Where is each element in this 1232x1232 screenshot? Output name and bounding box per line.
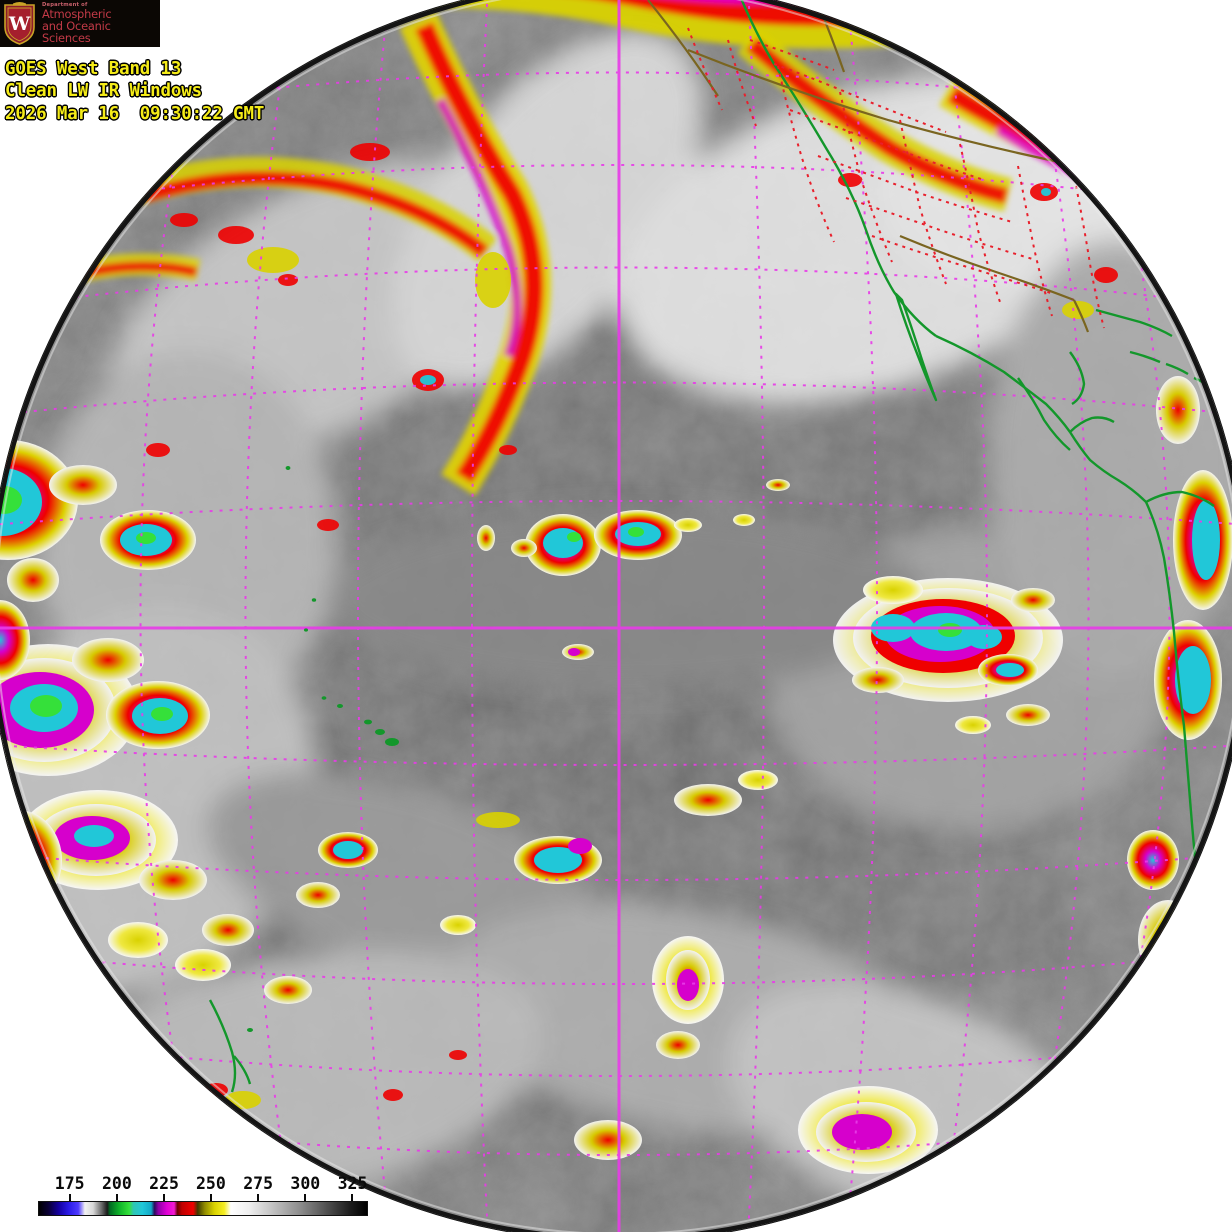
colorbar-tick-250 [209,1194,212,1201]
colorbar-tick-labels: 175 200 225 250 275 300 325 [38,1174,368,1194]
image-annotation-block: GOES West Band 13 Clean LW IR Windows 20… [5,58,264,125]
colorbar-label-250: 250 [196,1174,226,1193]
annotation-satellite-band: GOES West Band 13 [5,59,182,79]
uw-madison-crest-icon: W [1,1,38,46]
logo-line-oceanic: and Oceanic Sciences [42,19,111,45]
colorbar-label-175: 175 [54,1174,85,1193]
colorbar-gradient-fill [39,1202,367,1215]
svg-text:W: W [8,13,31,35]
colorbar-tick-175 [68,1194,71,1201]
colorbar-tick-275 [257,1194,260,1201]
colorbar-tick-200 [115,1194,118,1201]
logo-line-atmospheric: Atmospheric [42,6,112,21]
colorbar-tick-marks [38,1194,368,1201]
annotation-channel-name: Clean LW IR Windows [5,81,203,102]
uw-aos-logo-banner: W Department of Atmospheric and Oceanic … [0,0,160,47]
colorbar-label-275: 275 [243,1174,274,1193]
logo-department-prefix: Department of [42,1,88,8]
colorbar-label-300: 300 [290,1174,321,1193]
colorbar-tick-325 [351,1194,354,1201]
colorbar-tick-300 [304,1194,307,1201]
annotation-timestamp: 2026 Mar 16 09:30:22 GMT [5,103,265,124]
colorbar-label-225: 225 [149,1174,179,1193]
logo-text-block: Department of Atmospheric and Oceanic Sc… [42,1,160,45]
colorbar-label-325: 325 [337,1174,368,1193]
colorbar-tick-225 [163,1194,166,1201]
colorbar-label-200: 200 [101,1174,132,1193]
colorbar-gradient-strip [38,1201,368,1216]
temperature-colorbar: 175 200 225 250 275 300 325 [38,1174,368,1216]
